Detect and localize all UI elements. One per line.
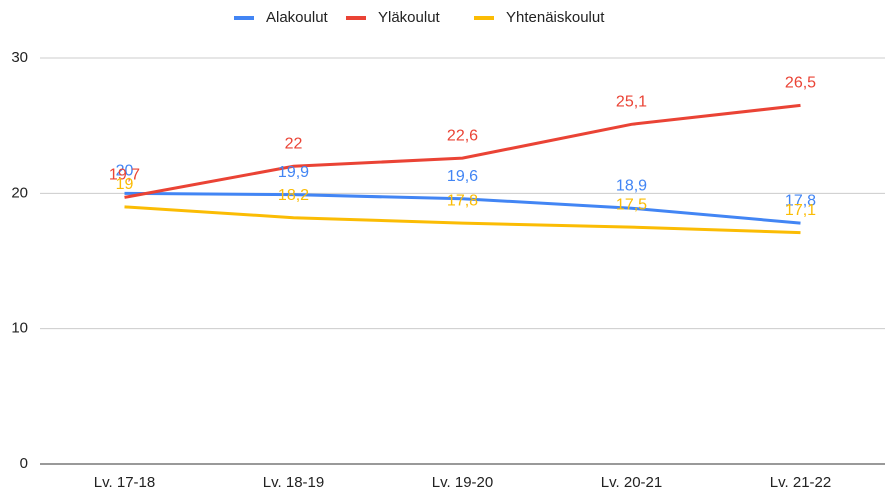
series-line bbox=[124, 191, 801, 225]
legend-label: Yläkoulut bbox=[378, 9, 441, 26]
series-line bbox=[124, 103, 801, 199]
x-tick-label: Lv. 18-19 bbox=[263, 474, 324, 491]
y-tick-label: 10 bbox=[11, 320, 28, 337]
data-label: 18,9 bbox=[616, 177, 647, 194]
data-label: 25,1 bbox=[616, 94, 647, 111]
data-label: 22,6 bbox=[447, 127, 478, 144]
data-label: 19 bbox=[116, 176, 134, 193]
x-tick-label: Lv. 20-21 bbox=[601, 474, 662, 491]
data-label: 17,8 bbox=[785, 192, 816, 209]
y-tick-label: 20 bbox=[11, 184, 28, 201]
x-tick-label: Lv. 19-20 bbox=[432, 474, 493, 491]
data-label: 22 bbox=[285, 135, 303, 152]
data-label: 20 bbox=[116, 163, 134, 180]
y-tick-label: 0 bbox=[20, 455, 28, 472]
data-label: 17,5 bbox=[616, 196, 647, 213]
data-label: 19,6 bbox=[447, 168, 478, 185]
data-label: 17,8 bbox=[447, 192, 478, 209]
data-label: 19,7 bbox=[109, 167, 140, 184]
data-label: 18,2 bbox=[278, 187, 309, 204]
data-label: 17,1 bbox=[785, 202, 816, 219]
y-tick-label: 30 bbox=[11, 49, 28, 66]
data-label: 19,9 bbox=[278, 164, 309, 181]
data-label: 26,5 bbox=[785, 75, 816, 92]
x-tick-label: Lv. 17-18 bbox=[94, 474, 155, 491]
legend-label: Yhtenäiskoulut bbox=[506, 9, 605, 26]
legend-label: Alakoulut bbox=[266, 9, 329, 26]
x-tick-label: Lv. 21-22 bbox=[770, 474, 831, 491]
series-line bbox=[124, 205, 801, 235]
